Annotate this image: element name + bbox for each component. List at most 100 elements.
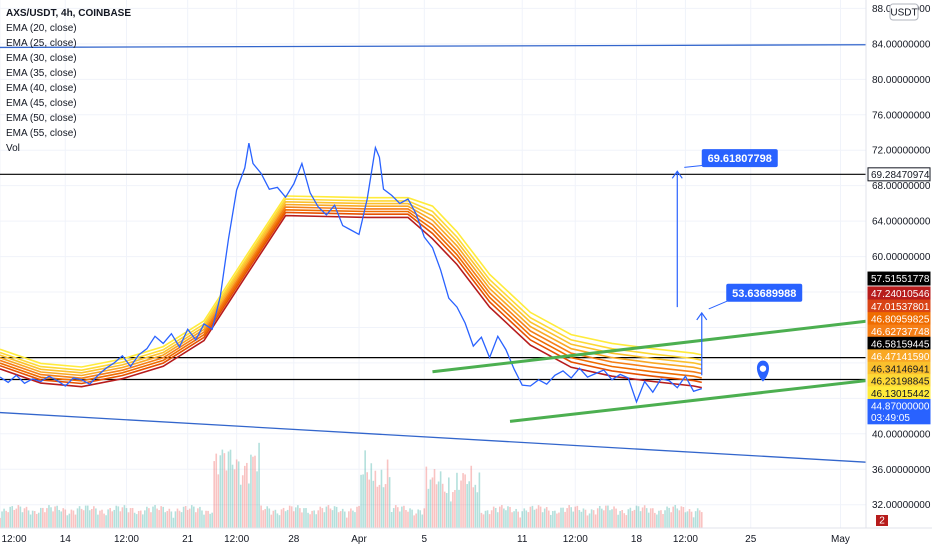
volume-bar bbox=[15, 508, 18, 528]
volume-bar bbox=[403, 505, 405, 528]
indicator-ema-25[interactable]: EMA (25, close) bbox=[6, 38, 77, 49]
indicator-ema-35[interactable]: EMA (35, close) bbox=[6, 68, 77, 79]
volume-bar bbox=[441, 483, 444, 528]
volume-bar bbox=[93, 506, 95, 528]
volume-bar bbox=[499, 506, 501, 528]
volume-bar bbox=[552, 511, 554, 528]
volume-bar bbox=[670, 512, 672, 528]
volume-bar bbox=[80, 508, 83, 528]
volume-bar bbox=[343, 511, 346, 528]
volume-bar bbox=[197, 508, 199, 528]
volume-bar bbox=[539, 506, 542, 528]
volume-bar bbox=[319, 506, 322, 528]
volume-bar bbox=[154, 505, 156, 528]
indicator-ema-30[interactable]: EMA (30, close) bbox=[6, 53, 77, 64]
indicator-ema-20[interactable]: EMA (20, close) bbox=[6, 23, 77, 34]
volume-bar bbox=[313, 510, 315, 528]
y-tick-label: 60.00000000 bbox=[872, 252, 931, 263]
volume-bar bbox=[219, 455, 222, 528]
x-tick-label: 28 bbox=[288, 534, 300, 545]
volume-bar bbox=[678, 510, 681, 528]
volume-bar bbox=[388, 477, 391, 528]
y-tick-label: 64.00000000 bbox=[872, 217, 931, 228]
currency-badge[interactable]: USDT bbox=[889, 3, 919, 21]
indicator-ema-50[interactable]: EMA (50, close) bbox=[6, 113, 77, 124]
indicator-ema-55[interactable]: EMA (55, close) bbox=[6, 128, 77, 139]
indicator-volume[interactable]: Vol bbox=[6, 143, 20, 154]
volume-bar bbox=[598, 505, 601, 528]
time-axis[interactable]: 12:00 14 12:00 21 12:00 28 Apr 5 11 12:00 18 12:00 2… bbox=[1, 534, 849, 545]
volume-bar bbox=[229, 449, 232, 528]
volume-bar bbox=[448, 477, 450, 528]
volume-bar bbox=[533, 509, 536, 528]
volume-bar bbox=[478, 472, 481, 528]
volume-bar bbox=[56, 505, 58, 528]
volume-bar bbox=[529, 506, 532, 528]
wedge-lines[interactable] bbox=[432, 319, 867, 423]
volume-bar bbox=[7, 512, 9, 528]
volume-bar bbox=[44, 512, 46, 528]
volume-bar bbox=[254, 455, 256, 528]
volume-bar bbox=[346, 517, 348, 528]
trend-lines[interactable] bbox=[0, 44, 867, 463]
volume-bar bbox=[558, 512, 560, 528]
volume-bar bbox=[78, 506, 81, 528]
volume-bar bbox=[382, 487, 385, 528]
volume-bar bbox=[674, 505, 677, 528]
volume-bar bbox=[331, 510, 334, 528]
volume-bar bbox=[3, 508, 5, 528]
volume-bar bbox=[323, 512, 326, 528]
volume-bar bbox=[692, 517, 695, 528]
volume-bar bbox=[123, 505, 126, 528]
volume-bar bbox=[660, 510, 662, 528]
trend-line-0[interactable] bbox=[0, 44, 867, 49]
indicator-ema-40[interactable]: EMA (40, close) bbox=[6, 83, 77, 94]
volume-bar bbox=[264, 509, 266, 528]
volume-bar bbox=[103, 513, 105, 528]
horizontal-lines[interactable] bbox=[0, 173, 866, 381]
volume-bar bbox=[288, 505, 291, 528]
price-axis[interactable]: 32.0000000036.0000000040.0000000044.0000… bbox=[872, 4, 931, 511]
x-tick-label: 12:00 bbox=[114, 534, 139, 545]
ema-line-1 bbox=[0, 198, 702, 372]
volume-bar bbox=[645, 508, 648, 528]
symbol-title[interactable]: AXS/USDT, 4h, COINBASE bbox=[6, 8, 132, 19]
arrow-head-icon bbox=[696, 311, 708, 321]
price-tag-label: 46.34146941 bbox=[871, 364, 930, 375]
projection-1[interactable]: 69.61807798 bbox=[671, 149, 778, 308]
volume-bar bbox=[517, 511, 519, 528]
price-tag-5: 46.62737748 bbox=[867, 324, 931, 339]
volume-bar bbox=[66, 515, 69, 528]
wedge-line-1[interactable] bbox=[509, 379, 867, 423]
volume-bar bbox=[88, 510, 91, 528]
volume-bar bbox=[46, 508, 48, 528]
indicator-ema-45[interactable]: EMA (45, close) bbox=[6, 98, 77, 109]
volume-bar bbox=[484, 510, 487, 528]
volume-bar bbox=[231, 464, 234, 528]
volume-bar bbox=[174, 511, 177, 528]
volume-bar bbox=[435, 484, 438, 528]
price-tag-bg bbox=[867, 271, 931, 286]
volume-bar bbox=[11, 506, 14, 528]
volume-bar bbox=[150, 512, 152, 528]
volume-bar bbox=[137, 510, 140, 528]
ema-line-6 bbox=[0, 211, 702, 385]
price-projections[interactable]: 53.63689988 69.61807798 bbox=[671, 149, 803, 376]
volume-bar bbox=[401, 506, 403, 528]
volume-bar bbox=[311, 510, 313, 528]
volume-bar bbox=[213, 461, 215, 528]
volume-bar bbox=[525, 510, 528, 528]
volume-bar bbox=[574, 506, 577, 528]
volume-bar bbox=[427, 488, 430, 528]
trend-line-1[interactable] bbox=[0, 411, 867, 463]
callout-label: 53.63689988 bbox=[732, 288, 796, 300]
volume-bar bbox=[623, 513, 626, 528]
volume-bar bbox=[450, 501, 452, 528]
projection-0[interactable]: 53.63689988 bbox=[696, 283, 803, 376]
volume-bar bbox=[170, 511, 173, 528]
location-marker-icon[interactable] bbox=[756, 360, 769, 382]
callout-box bbox=[726, 283, 803, 302]
wedge-line-0[interactable] bbox=[432, 319, 867, 374]
volume-bar bbox=[252, 456, 254, 528]
